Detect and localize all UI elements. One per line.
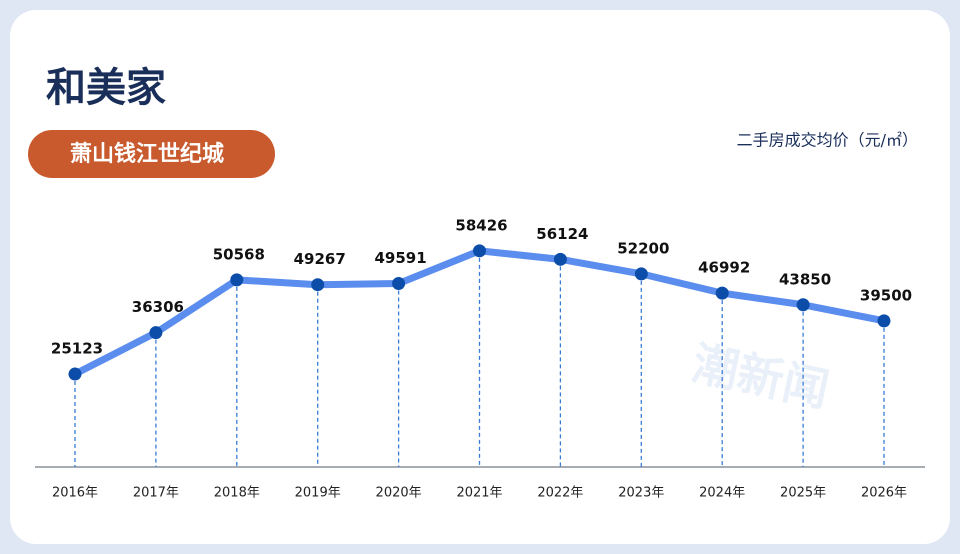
data-label: 39500 [860, 286, 912, 304]
data-label: 49267 [294, 250, 346, 268]
point [311, 278, 325, 292]
point [553, 252, 567, 266]
x-tick-label: 2022年 [537, 486, 583, 501]
point [634, 267, 648, 281]
point [230, 273, 244, 287]
subtitle-badge-edge [52, 130, 62, 178]
subtitle: 萧山钱江世纪城 [70, 141, 224, 167]
x-tick-label: 2019年 [295, 486, 341, 501]
data-label: 36306 [132, 298, 184, 316]
x-tick-label: 2020年 [376, 486, 422, 501]
x-tick-label: 2026年 [861, 486, 907, 501]
point [796, 298, 810, 312]
point [473, 244, 486, 258]
data-label: 49591 [375, 249, 427, 267]
y-axis-label: 二手房成交均价（元/㎡） [737, 131, 918, 150]
point [715, 286, 729, 300]
x-tick-label: 2024年 [699, 486, 745, 501]
chart-title: 和美家 [46, 65, 166, 111]
x-tick-label: 2023年 [618, 486, 664, 501]
x-tick-label: 2017年 [133, 486, 179, 501]
data-label: 52200 [617, 239, 669, 257]
x-tick-label: 2018年 [214, 486, 260, 501]
point [392, 277, 406, 291]
point [68, 367, 82, 381]
data-label: 46992 [698, 259, 750, 277]
subtitle-badge [28, 130, 275, 178]
point [877, 314, 891, 328]
data-label: 50568 [213, 245, 265, 263]
x-tick-label: 2016年 [52, 486, 98, 501]
x-tick-label: 2025年 [780, 486, 826, 501]
data-label: 56124 [536, 225, 588, 243]
point [149, 326, 163, 340]
data-label: 43850 [779, 270, 831, 288]
data-label: 25123 [51, 340, 103, 358]
data-label: 58426 [455, 216, 507, 234]
x-tick-label: 2021年 [456, 486, 502, 501]
